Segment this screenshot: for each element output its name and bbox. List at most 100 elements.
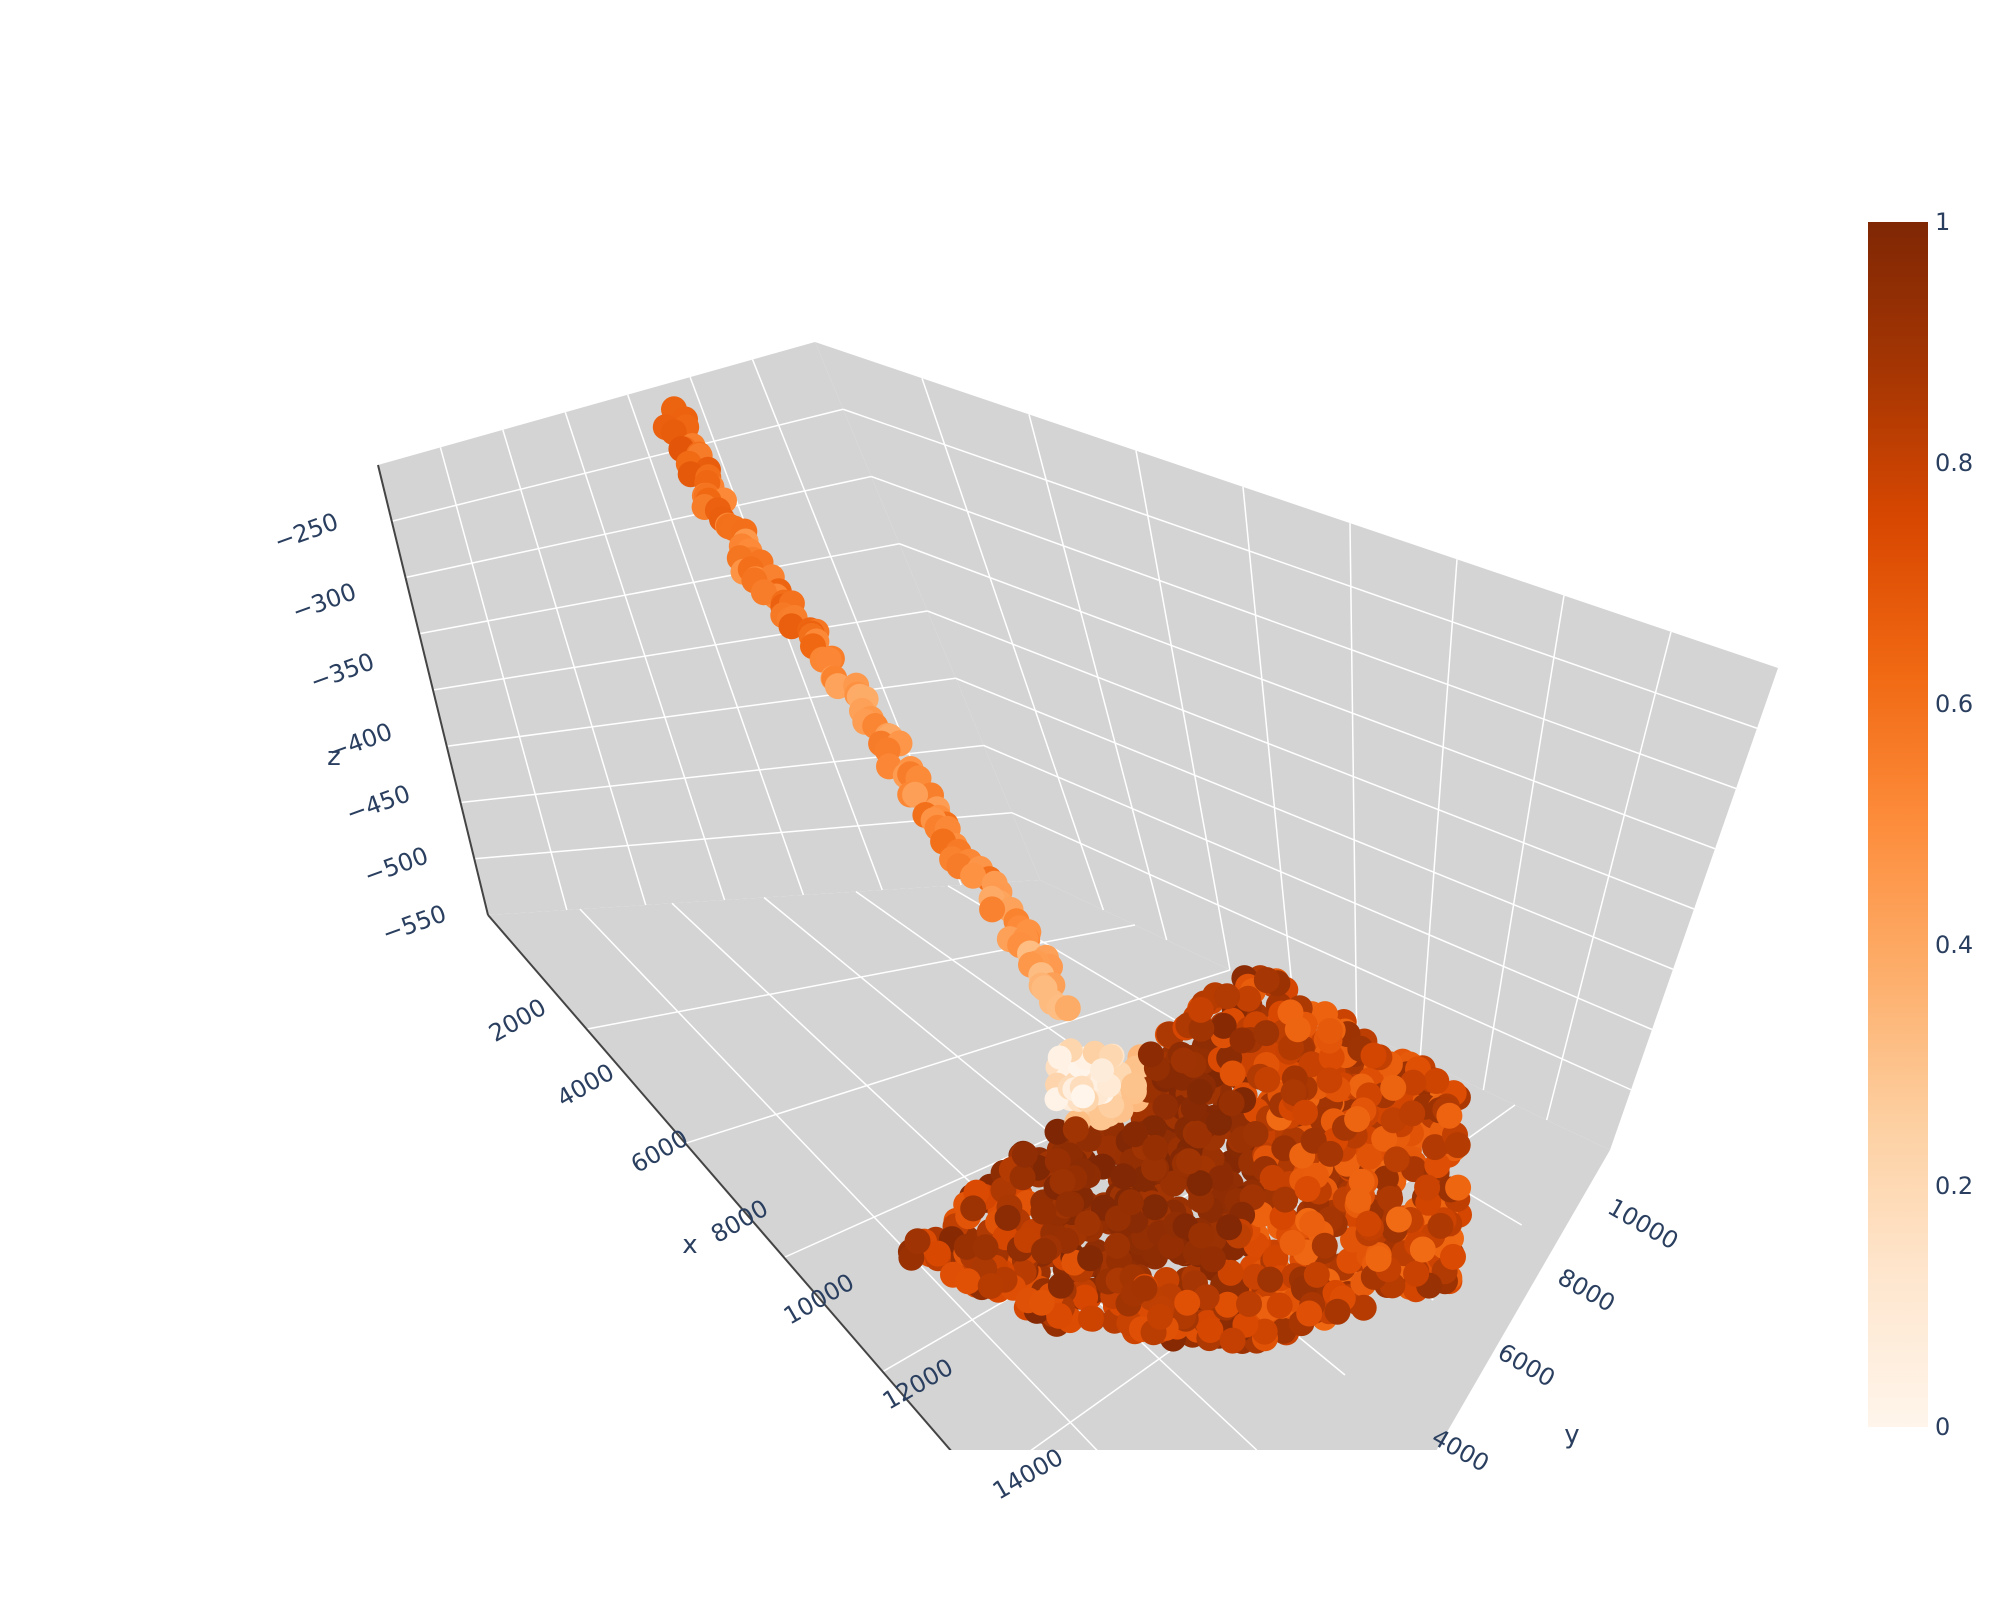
data-point (1257, 1266, 1284, 1293)
y-axis-title: y (1564, 1420, 1579, 1450)
data-point (1217, 1259, 1244, 1286)
data-point (1077, 1305, 1104, 1332)
x-tick-label: 2000 (484, 993, 551, 1048)
data-point (1436, 1102, 1463, 1129)
z-tick-label: −350 (307, 647, 379, 696)
y-tick-label: 4000 (1427, 1423, 1494, 1478)
data-point (1324, 1298, 1351, 1325)
data-point (1174, 1289, 1201, 1316)
gridline (955, 677, 1674, 970)
colorbar-tick-label: 1 (1935, 208, 1950, 236)
data-point (1137, 1041, 1164, 1068)
data-point (1131, 1275, 1158, 1302)
gridline (870, 475, 1737, 790)
y-tick-label: 10000 (1603, 1193, 1683, 1255)
data-point (1170, 1047, 1197, 1074)
data-point (1142, 1134, 1169, 1161)
data-point (1009, 1164, 1036, 1191)
data-point (1235, 985, 1262, 1012)
data-point (1011, 1141, 1038, 1168)
data-point (1044, 1148, 1071, 1175)
data-point (1345, 1187, 1372, 1214)
data-point (1372, 1165, 1399, 1192)
data-point (1422, 1134, 1448, 1161)
data-point (1423, 1068, 1450, 1094)
x-axis-line (487, 914, 952, 1450)
data-point (1400, 1069, 1427, 1096)
back-wall-left (378, 342, 1040, 915)
x-axis-title: x (682, 1230, 697, 1260)
data-point (1399, 1100, 1426, 1127)
z-tick-label: −500 (361, 841, 433, 890)
data-point (1385, 1206, 1412, 1233)
data-point (1444, 1132, 1471, 1159)
data-point (1071, 1084, 1095, 1109)
data-point (1403, 1260, 1430, 1287)
data-point (1104, 1232, 1131, 1259)
data-point (1214, 983, 1241, 1010)
data-point (1242, 1121, 1269, 1147)
data-point (1047, 1272, 1074, 1299)
gridline (983, 744, 1653, 1031)
data-point (1031, 1238, 1057, 1265)
data-point (1355, 1210, 1382, 1237)
x-tick-label: 6000 (626, 1124, 693, 1179)
data-point (1062, 1116, 1089, 1143)
data-point (977, 1273, 1004, 1299)
data-point (1299, 1210, 1326, 1237)
data-point (994, 1204, 1021, 1231)
data-point (824, 673, 851, 700)
data-point (924, 1240, 951, 1267)
data-point (1440, 1243, 1466, 1270)
data-point (1186, 1078, 1213, 1105)
data-point (960, 1195, 987, 1222)
data-point (1187, 996, 1214, 1023)
data-point (954, 1268, 981, 1295)
data-point (1141, 1155, 1167, 1182)
gridline (432, 610, 928, 691)
data-point (1110, 1163, 1137, 1190)
data-point (1199, 1246, 1226, 1273)
data-point (1316, 1067, 1343, 1094)
data-point (1253, 1020, 1280, 1047)
gridline (579, 908, 1098, 1450)
colorbar-tick-label: 0.8 (1935, 449, 1973, 477)
data-points (652, 396, 1472, 1354)
data-point (1152, 1093, 1179, 1120)
data-point (1117, 1189, 1144, 1216)
data-point (1121, 1072, 1147, 1099)
3d-scene[interactable] (377, 342, 1778, 1600)
y-tick-label: 8000 (1553, 1263, 1620, 1318)
gridline (899, 543, 1716, 850)
data-point (1344, 1106, 1371, 1133)
data-point (1445, 1174, 1472, 1201)
z-tick-label: −450 (343, 779, 415, 828)
data-point (1229, 1027, 1256, 1054)
data-point (1294, 1176, 1321, 1202)
data-point (953, 1233, 980, 1260)
data-point (1218, 1090, 1245, 1117)
gridline (1011, 812, 1632, 1091)
data-point (1236, 1291, 1262, 1317)
z-axis-line (377, 464, 489, 916)
data-point (1030, 1198, 1057, 1225)
data-point (1028, 1289, 1055, 1316)
data-point (1284, 1016, 1311, 1043)
back-wall-right (815, 342, 1778, 1150)
data-point (1216, 1214, 1243, 1241)
data-point (1188, 1015, 1215, 1042)
data-point (1047, 1045, 1072, 1070)
data-point (1197, 1317, 1224, 1343)
data-point (1254, 1066, 1281, 1093)
data-point (1360, 1042, 1387, 1069)
data-point (1072, 1284, 1099, 1311)
data-point (960, 862, 987, 889)
colorbar-tick-label: 0 (1935, 1413, 1950, 1441)
data-point (1317, 1140, 1344, 1167)
data-point (1336, 1247, 1363, 1274)
gridline (842, 408, 1758, 729)
data-point (1414, 1174, 1441, 1201)
data-point (1055, 1191, 1082, 1218)
data-point (1303, 1261, 1330, 1288)
x-tick-label: 4000 (552, 1058, 619, 1113)
